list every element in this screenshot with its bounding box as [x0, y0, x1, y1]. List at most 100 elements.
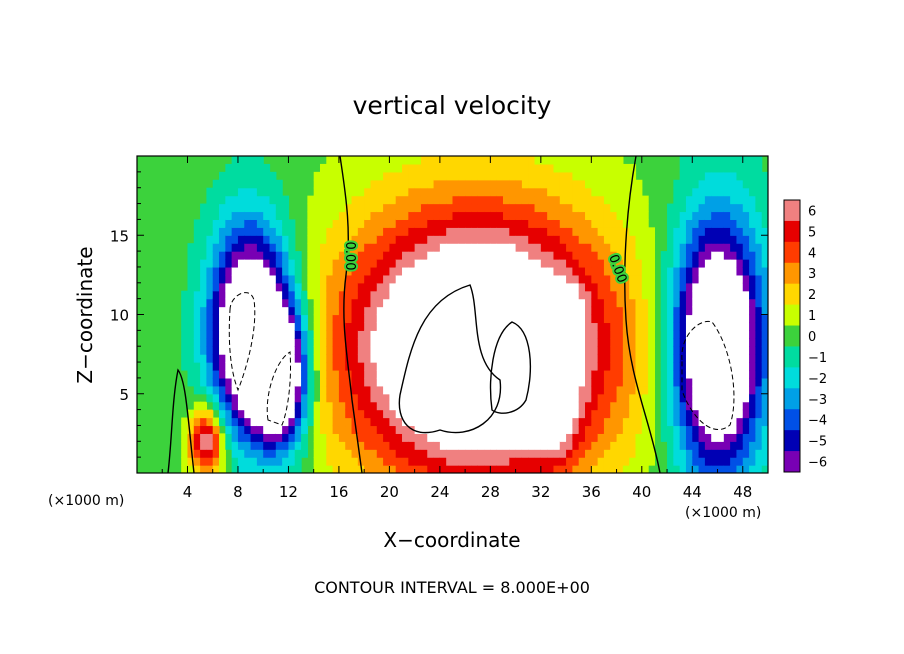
field-cell [193, 306, 201, 316]
field-cell [622, 306, 630, 316]
field-cell [269, 338, 277, 347]
field-cell [389, 362, 397, 371]
field-cell [534, 195, 542, 205]
field-cell [730, 179, 738, 189]
field-cell [313, 354, 321, 363]
field-cell [345, 346, 353, 355]
field-cell [761, 354, 768, 363]
field-cell [345, 465, 353, 473]
field-cell [389, 401, 397, 411]
field-cell [332, 369, 340, 379]
field-cell [231, 385, 239, 395]
field-cell [496, 441, 504, 450]
field-cell [275, 322, 283, 331]
field-cell [610, 409, 618, 419]
field-cell [761, 235, 768, 244]
field-cell [723, 171, 731, 181]
field-cell [553, 227, 561, 236]
field-cell [319, 235, 327, 244]
field-cell [376, 433, 384, 442]
field-cell [528, 409, 536, 419]
field-cell [414, 385, 422, 395]
field-cell [326, 266, 334, 276]
field-cell [263, 203, 271, 213]
field-cell [446, 259, 454, 268]
field-cell [622, 401, 630, 411]
field-cell [313, 243, 321, 252]
field-cell [193, 338, 201, 347]
field-cell [288, 457, 296, 466]
field-cell [458, 179, 466, 189]
field-cell [269, 449, 277, 458]
field-cell [244, 211, 252, 220]
field-cell [225, 266, 233, 276]
field-cell [559, 266, 567, 276]
contour-interval-label: CONTOUR INTERVAL = 8.000E+00 [314, 578, 590, 597]
field-cell [357, 377, 365, 387]
field-cell [603, 346, 611, 355]
field-cell [603, 251, 611, 260]
field-cell [559, 401, 567, 411]
field-cell [685, 156, 693, 165]
field-cell [648, 441, 656, 450]
field-cell [237, 290, 245, 300]
field-cell [648, 369, 656, 379]
field-cell [200, 314, 208, 324]
field-cell [269, 465, 277, 473]
field-cell [332, 425, 340, 434]
field-cell [282, 306, 290, 316]
field-cell [559, 465, 567, 473]
field-cell [414, 227, 422, 236]
field-cell [338, 314, 346, 324]
field-cell [585, 219, 592, 228]
field-cell [477, 195, 485, 205]
field-cell [408, 338, 416, 347]
field-cell [427, 259, 435, 268]
field-cell [641, 227, 649, 236]
field-cell [629, 409, 637, 419]
field-cell [711, 385, 719, 395]
field-cell [534, 266, 542, 276]
field-cell [736, 362, 744, 371]
field-cell [244, 282, 252, 292]
field-cell [319, 306, 327, 316]
field-cell [477, 465, 485, 473]
field-cell [427, 362, 435, 371]
field-cell [496, 330, 504, 339]
field-cell [332, 290, 340, 300]
field-cell [389, 266, 397, 276]
field-cell [212, 274, 220, 284]
field-cell [490, 251, 498, 260]
field-cell [420, 362, 428, 371]
field-cell [212, 251, 220, 260]
field-cell [742, 433, 750, 442]
field-cell [755, 298, 763, 308]
field-cell [711, 266, 719, 276]
field-cell [364, 322, 372, 331]
field-cell [730, 354, 738, 363]
field-cell [383, 314, 390, 324]
field-cell [717, 163, 725, 173]
field-cell [376, 171, 384, 181]
field-cell [490, 219, 498, 228]
field-cell [307, 330, 315, 339]
field-cell [572, 227, 580, 236]
field-cell [446, 465, 454, 473]
field-cell [755, 354, 763, 363]
field-cell [433, 195, 441, 205]
field-cell [244, 409, 252, 419]
field-cell [490, 227, 498, 236]
field-cell [648, 409, 656, 419]
field-cell [730, 290, 738, 300]
field-cell [761, 346, 768, 355]
field-cell [749, 243, 756, 252]
field-cell [692, 243, 700, 252]
field-cell [231, 251, 239, 260]
field-cell [534, 219, 542, 228]
field-cell [250, 211, 258, 220]
field-cell [515, 211, 523, 220]
field-cell [572, 322, 580, 331]
field-cell [648, 235, 656, 244]
field-cell [219, 251, 226, 260]
field-cell [212, 338, 220, 347]
